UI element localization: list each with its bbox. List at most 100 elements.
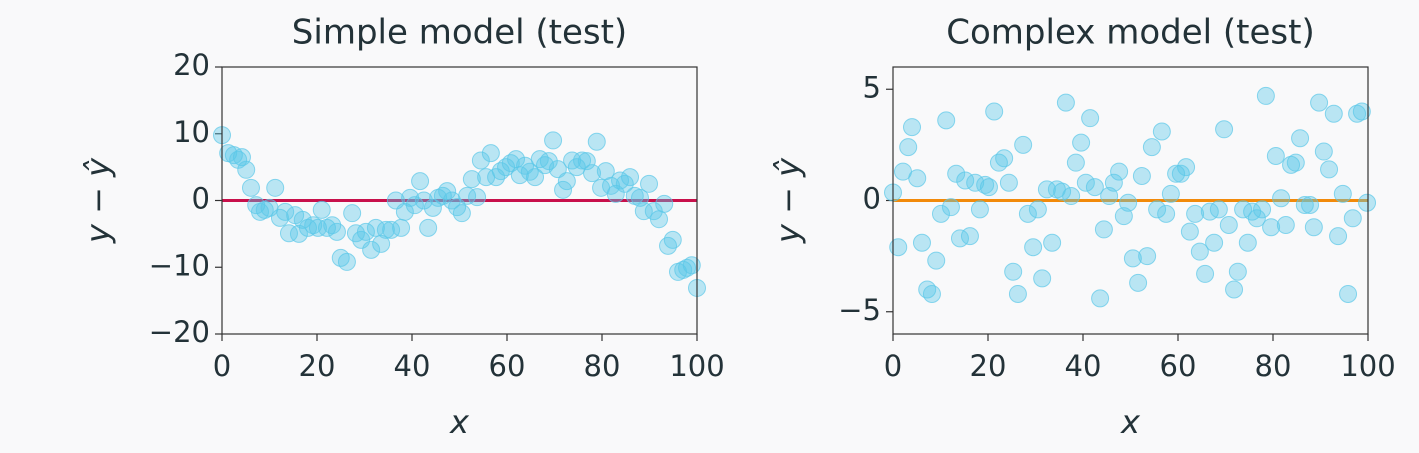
point	[1358, 193, 1377, 212]
point	[1262, 218, 1281, 237]
point	[583, 164, 602, 183]
point	[1100, 187, 1119, 206]
point	[1301, 195, 1320, 214]
point	[1343, 209, 1362, 228]
point	[237, 160, 256, 179]
x-tick-label: 60	[489, 349, 526, 383]
point	[372, 234, 391, 253]
y-tick-label: −20	[149, 315, 210, 349]
point	[405, 196, 424, 215]
y-tick-label: 5	[863, 70, 881, 104]
point	[903, 118, 921, 137]
point	[1024, 238, 1043, 257]
point	[1072, 133, 1091, 152]
point	[1177, 158, 1196, 177]
point	[678, 258, 697, 277]
point	[530, 150, 549, 169]
y-tick-label: 10	[173, 115, 210, 149]
point	[631, 188, 649, 207]
panel: Complex model (test) x y − ŷ 0 20 40 60 80 100 −5…	[769, 13, 1396, 442]
point	[1018, 204, 1037, 223]
plot-frame	[221, 66, 698, 335]
point	[1304, 218, 1323, 237]
point	[577, 152, 596, 171]
point	[1310, 93, 1329, 112]
point	[1110, 162, 1129, 181]
point	[1014, 135, 1033, 154]
point	[548, 160, 567, 179]
point	[1123, 249, 1142, 268]
x-axis-label: x	[1120, 403, 1141, 441]
point	[1076, 173, 1095, 192]
point	[1253, 200, 1272, 219]
point	[1056, 93, 1075, 112]
point	[1091, 289, 1110, 308]
x-tick-label: 60	[1160, 349, 1197, 383]
point	[889, 238, 908, 257]
y-axis-label: y − ŷ	[79, 157, 117, 244]
point	[1138, 247, 1157, 266]
point	[544, 131, 563, 150]
point	[970, 200, 989, 219]
point	[1142, 138, 1161, 157]
point	[621, 168, 640, 187]
plot-frame	[892, 66, 1369, 335]
point	[1129, 273, 1148, 292]
point	[1085, 178, 1104, 197]
point	[1037, 180, 1056, 199]
y-tick-label: 20	[173, 48, 210, 82]
point	[1004, 262, 1023, 281]
point	[640, 174, 659, 193]
point	[1215, 120, 1234, 139]
point	[1157, 204, 1176, 223]
point	[985, 102, 1004, 121]
point	[682, 256, 701, 275]
point	[1282, 155, 1301, 174]
point	[395, 202, 414, 221]
point	[337, 252, 356, 271]
point	[1148, 200, 1167, 219]
point	[1190, 242, 1209, 261]
point	[1219, 215, 1238, 234]
point	[276, 202, 295, 221]
point	[1043, 233, 1062, 252]
chart-title: Simple model (test)	[292, 13, 627, 53]
x-tick-label: 20	[299, 349, 336, 383]
y-tick-label: 0	[863, 182, 881, 216]
point	[423, 198, 442, 217]
point	[317, 218, 336, 237]
point	[1053, 182, 1072, 201]
point	[448, 198, 467, 217]
point	[1320, 160, 1339, 179]
point	[414, 191, 433, 210]
point	[554, 180, 573, 199]
point	[1276, 215, 1295, 234]
point	[937, 111, 956, 130]
point	[1225, 280, 1244, 299]
point	[655, 194, 674, 213]
point	[279, 224, 298, 243]
point	[471, 151, 490, 170]
point	[1266, 147, 1285, 165]
point	[462, 170, 481, 189]
x-tick-label: 100	[1340, 349, 1395, 383]
point	[1256, 86, 1275, 105]
point	[468, 188, 487, 207]
point	[1008, 284, 1027, 303]
point	[941, 198, 960, 217]
point	[1205, 233, 1224, 252]
x-tick-label: 100	[669, 349, 724, 383]
point	[1329, 227, 1348, 246]
point	[931, 204, 950, 223]
point	[458, 186, 477, 205]
point	[327, 222, 346, 241]
point	[510, 166, 529, 185]
point	[1028, 200, 1047, 219]
point	[266, 178, 285, 197]
point	[520, 162, 539, 181]
point	[1104, 173, 1123, 192]
y-axis-label: y − ŷ	[769, 157, 807, 244]
point	[912, 233, 931, 252]
point	[999, 173, 1018, 192]
x-tick-label: 20	[970, 349, 1007, 383]
